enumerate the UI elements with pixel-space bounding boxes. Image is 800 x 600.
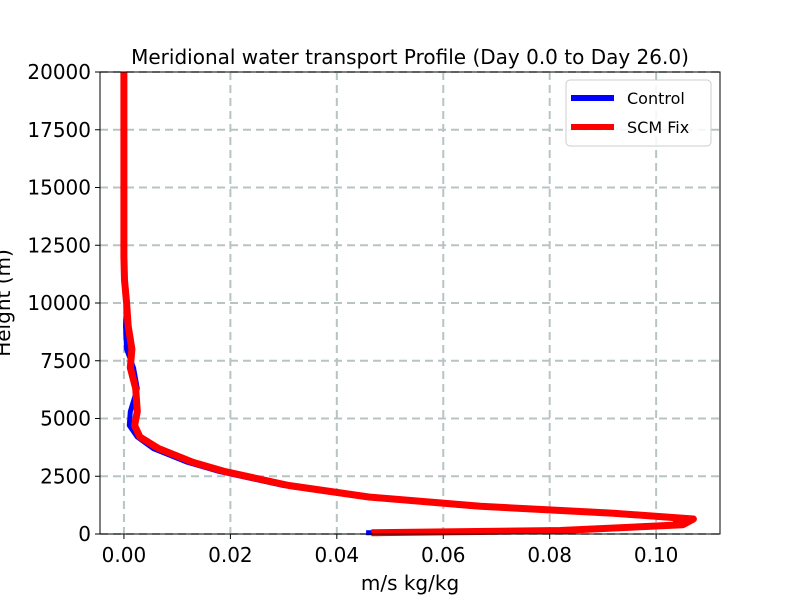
y-tick-label: 12500 (27, 233, 91, 257)
y-tick-label: 5000 (40, 407, 91, 431)
x-tick-label: 0.02 (208, 543, 253, 567)
y-tick-label: 20000 (27, 60, 91, 84)
series-line-scm-fix (120, 72, 697, 537)
y-tick-label: 2500 (40, 464, 91, 488)
x-tick-label: 0.06 (421, 543, 466, 567)
y-tick-label: 17500 (27, 118, 91, 142)
ticks: 0.00 0.02 0.04 0.06 0.08 0.10 0 2500 5000 7500 100… (27, 60, 678, 567)
x-tick-label: 0.10 (634, 543, 679, 567)
grid (100, 71, 720, 535)
x-tick-label: 0.04 (315, 543, 360, 567)
legend: Control SCM Fix (565, 79, 712, 147)
x-tick-label: 0.08 (527, 543, 572, 567)
y-tick-label: 15000 (27, 176, 91, 200)
x-axis-label: m/s kg/kg (361, 571, 459, 595)
x-tick-label: 0.00 (102, 543, 147, 567)
legend-label: Control (627, 89, 685, 108)
chart-title: Meridional water transport Profile (Day … (131, 45, 689, 69)
y-tick-label: 10000 (27, 291, 91, 315)
legend-label: SCM Fix (627, 118, 689, 137)
y-tick-label: 7500 (40, 349, 91, 373)
series-layer (120, 72, 697, 537)
y-axis-label: Height (m) (0, 249, 15, 357)
y-tick-label: 0 (78, 522, 91, 546)
